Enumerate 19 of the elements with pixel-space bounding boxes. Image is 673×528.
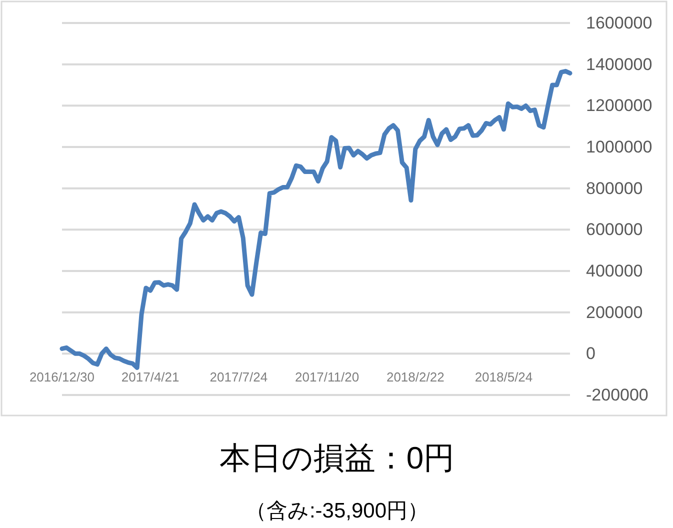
line-series: [60, 68, 572, 370]
text: （含み:-35,900円）: [245, 500, 429, 522]
y-tick-label: 1400000: [586, 54, 652, 74]
x-tick-label: 2017/11/20: [294, 370, 360, 384]
y-tick-label: -200000: [586, 386, 648, 404]
y-tick-label: 1000000: [586, 138, 652, 156]
x-tick-label: 2016/12/30: [29, 370, 95, 384]
y-tick-label: 400000: [586, 262, 643, 280]
x-tick-label: 2018/5/24: [474, 370, 533, 384]
x-tick-label: 2017/7/24: [210, 370, 268, 384]
x-tick-label: 2018/2/22: [386, 370, 444, 384]
y-tick-label: 200000: [586, 302, 643, 322]
y-tick-label: 1600000: [586, 14, 652, 32]
y-tick-label: 1200000: [586, 96, 652, 116]
text: 本日の損益：0円: [219, 440, 455, 476]
y-tick-label: 0: [586, 344, 596, 364]
y-tick-label: 600000: [586, 220, 643, 240]
y-tick-label: 800000: [586, 178, 643, 198]
x-tick-label: 2017/4/21: [121, 370, 180, 384]
